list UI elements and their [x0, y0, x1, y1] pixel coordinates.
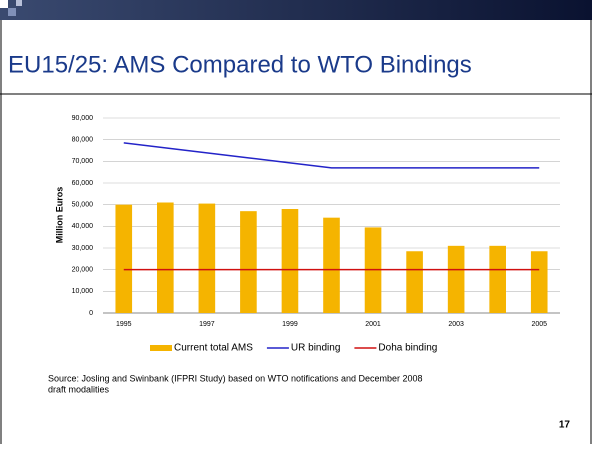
- y-tick-label: 40,000: [72, 223, 94, 230]
- slide-title: EU15/25: AMS Compared to WTO Bindings: [8, 51, 472, 78]
- bar: [447, 245, 465, 313]
- x-tick-label: 2005: [531, 321, 547, 328]
- source-text: Source: Josling and Swinbank (IFPRI Stud…: [48, 373, 423, 383]
- bar: [406, 251, 423, 313]
- y-tick-label: 10,000: [72, 288, 94, 295]
- legend-swatch: [150, 345, 172, 351]
- bar: [240, 211, 257, 313]
- legend-label: Current total AMS: [174, 343, 253, 354]
- header-bar: [0, 0, 592, 20]
- y-tick-label: 50,000: [72, 202, 94, 209]
- x-tick-label: 1995: [116, 321, 132, 328]
- y-tick-label: 90,000: [72, 115, 94, 122]
- x-tick-label: 1999: [282, 321, 298, 328]
- bar: [198, 203, 216, 313]
- y-tick-label: 70,000: [72, 158, 94, 165]
- y-tick-label: 60,000: [72, 180, 94, 187]
- source-text: draft modalities: [48, 384, 110, 394]
- bar: [323, 217, 340, 313]
- deco-square: [8, 8, 16, 16]
- y-tick-label: 20,000: [72, 267, 94, 274]
- x-tick-label: 2001: [365, 321, 381, 328]
- line: [123, 142, 540, 169]
- x-tick-label: 2003: [448, 321, 464, 328]
- y-axis-label: Million Euros: [54, 187, 64, 244]
- y-tick-label: 0: [89, 310, 93, 317]
- deco-square: [0, 0, 8, 8]
- bar: [157, 202, 174, 313]
- legend-label: Doha binding: [378, 343, 437, 354]
- bar: [281, 209, 299, 313]
- bar: [530, 251, 548, 313]
- bar: [489, 245, 506, 313]
- page-number: 17: [559, 420, 571, 431]
- x-tick-label: 1997: [199, 321, 215, 328]
- y-tick-label: 30,000: [72, 245, 94, 252]
- deco-square: [16, 0, 22, 6]
- y-tick-label: 80,000: [72, 137, 94, 144]
- bar: [115, 204, 133, 313]
- legend-label: UR binding: [291, 343, 340, 354]
